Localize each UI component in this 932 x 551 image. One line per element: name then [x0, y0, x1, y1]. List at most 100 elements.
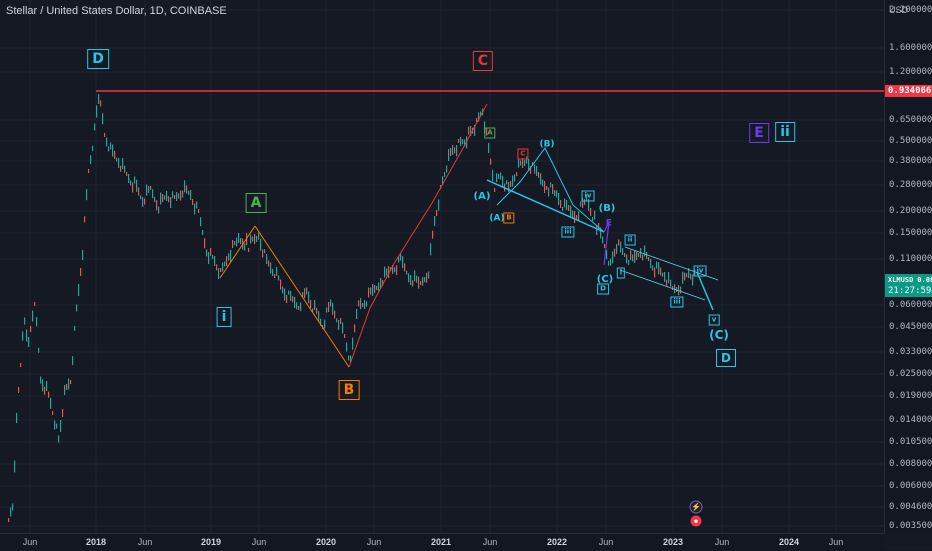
wave-label-iv-1: iv	[581, 190, 595, 202]
wave-line-a-i	[219, 225, 256, 279]
candle	[684, 272, 686, 281]
candle	[14, 460, 16, 473]
candle	[298, 306, 300, 310]
wave-label-iii-2: iii	[670, 296, 684, 308]
candle	[438, 199, 440, 211]
candle	[308, 291, 310, 304]
candle	[226, 256, 228, 266]
candle	[460, 136, 462, 146]
candle	[364, 300, 366, 309]
time-axis-label: Jun	[598, 537, 614, 547]
time-axis-label: 2018	[85, 537, 107, 547]
wave-label-e-purple: E	[749, 123, 769, 143]
candle	[538, 172, 540, 178]
channel-lower	[619, 269, 706, 301]
candle	[10, 507, 12, 517]
candle	[600, 227, 602, 239]
candle	[564, 198, 566, 208]
candle	[8, 518, 10, 522]
price-axis-label: 0.150000	[889, 228, 932, 238]
candle	[132, 182, 134, 193]
candle	[66, 384, 68, 390]
candle	[328, 302, 330, 312]
candle	[282, 286, 284, 294]
time-axis-label: 2024	[778, 537, 800, 547]
candle	[324, 319, 326, 329]
candle	[624, 253, 626, 257]
candle	[260, 238, 262, 251]
time-axis-label: 2019	[200, 537, 222, 547]
candle	[50, 397, 52, 409]
candle	[90, 155, 92, 165]
time-axis-label: 2021	[430, 537, 452, 547]
symbol-title[interactable]: Stellar / United States Dollar, 1D, COIN…	[6, 5, 227, 17]
candle	[448, 149, 450, 161]
candle	[138, 187, 140, 196]
candle	[196, 201, 198, 209]
resistance-price-tag: 0.934066	[885, 85, 932, 97]
candle	[412, 280, 414, 287]
candle	[560, 200, 562, 208]
candle	[432, 230, 434, 239]
chart-plot-area[interactable]: D C A i B E ii (A) (A) (B) (B) (C) (C) D…	[0, 0, 884, 533]
candle	[658, 262, 660, 275]
time-axis-label: Jun	[714, 537, 730, 547]
candle	[354, 324, 356, 333]
candle	[182, 190, 184, 198]
candle	[84, 216, 86, 223]
candle	[238, 233, 240, 243]
time-axis[interactable]: Jun 2018 Jun 2019 Jun 2020 Jun 2021 Jun 2022 Jun 20…	[0, 533, 884, 551]
time-axis-label: 2020	[315, 537, 337, 547]
candle	[630, 250, 632, 261]
candle	[492, 169, 494, 181]
candle	[166, 191, 168, 201]
price-axis[interactable]: USD 2.200000 1.600000 1.200000 0.650000 0.50…	[884, 0, 932, 533]
chart-canvas[interactable]	[0, 0, 884, 533]
wave-label-ii-small: ii	[624, 234, 636, 246]
candle	[106, 137, 108, 147]
candle	[646, 252, 648, 259]
candle	[458, 139, 460, 143]
wave-label-i-small: i	[616, 267, 626, 279]
candle	[668, 272, 670, 283]
candle	[434, 216, 436, 226]
candle	[330, 299, 332, 307]
candle	[428, 271, 430, 279]
candle	[12, 503, 14, 511]
candle	[490, 158, 492, 165]
candle	[368, 287, 370, 298]
candle	[410, 275, 412, 285]
candle	[250, 234, 252, 244]
candle	[276, 267, 278, 276]
candle	[218, 268, 220, 280]
candle	[36, 317, 38, 327]
lightning-event-icon[interactable]: ⚡	[689, 500, 703, 514]
flag-event-icon[interactable]: ●	[690, 515, 702, 527]
candle	[436, 210, 438, 216]
candle	[380, 278, 382, 288]
candle	[296, 302, 298, 310]
candle	[222, 262, 224, 272]
currency-label: USD	[889, 5, 909, 15]
candle	[680, 286, 682, 294]
candle	[496, 173, 498, 183]
candle	[270, 262, 272, 274]
candle	[558, 193, 560, 205]
candle	[462, 139, 464, 145]
candle	[574, 211, 576, 223]
candle	[542, 179, 544, 187]
candle	[570, 205, 572, 217]
candle	[254, 234, 256, 244]
candle	[126, 172, 128, 176]
candle	[316, 307, 318, 314]
price-axis-label: 0.045000	[889, 322, 932, 332]
candle	[172, 191, 174, 199]
candle	[266, 254, 268, 264]
candle	[168, 196, 170, 203]
wave-label-e-small: E	[605, 218, 613, 229]
candle	[452, 145, 454, 155]
candle	[180, 190, 182, 201]
candle	[676, 287, 678, 292]
candle	[374, 285, 376, 293]
